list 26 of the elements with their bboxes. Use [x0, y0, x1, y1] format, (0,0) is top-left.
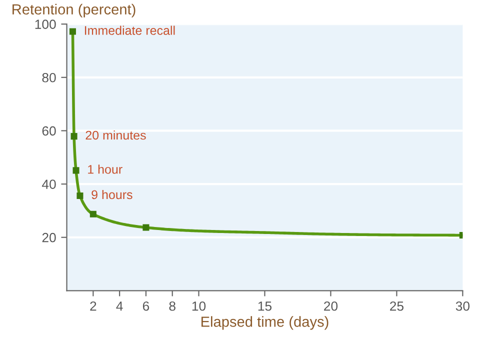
y-tick-label: 100: [35, 20, 56, 29]
x-tick-label: 20: [324, 301, 338, 311]
point: [76, 192, 84, 200]
y-axis-title: Retention (percent): [12, 4, 136, 18]
annotation: 1 hour: [88, 164, 122, 174]
x-tick-label: 8: [169, 301, 176, 311]
annotation: 9 hours: [92, 190, 132, 200]
x-tick-label: 15: [258, 302, 272, 311]
point: [70, 133, 78, 140]
x-tick-label: 2: [90, 301, 96, 311]
x-tick-label: 10: [192, 301, 206, 311]
y-tick-label: 20: [42, 232, 56, 242]
point: [69, 28, 76, 35]
annotation: 20 minutes: [86, 130, 146, 140]
x-tick-label: 30: [456, 301, 470, 311]
annotation: Immediate recall: [84, 26, 175, 35]
x-axis-title: Elapsed time (days): [202, 316, 328, 330]
x-tick-label: 25: [390, 301, 404, 311]
y-tick-label: 60: [42, 126, 56, 136]
point: [90, 210, 96, 218]
point: [142, 224, 150, 231]
x-tick-label: 4: [116, 302, 123, 311]
point: [72, 167, 80, 174]
x-tick-label: 6: [142, 301, 150, 311]
y-tick-label: 80: [42, 72, 56, 82]
y-tick-label: 40: [42, 180, 56, 189]
